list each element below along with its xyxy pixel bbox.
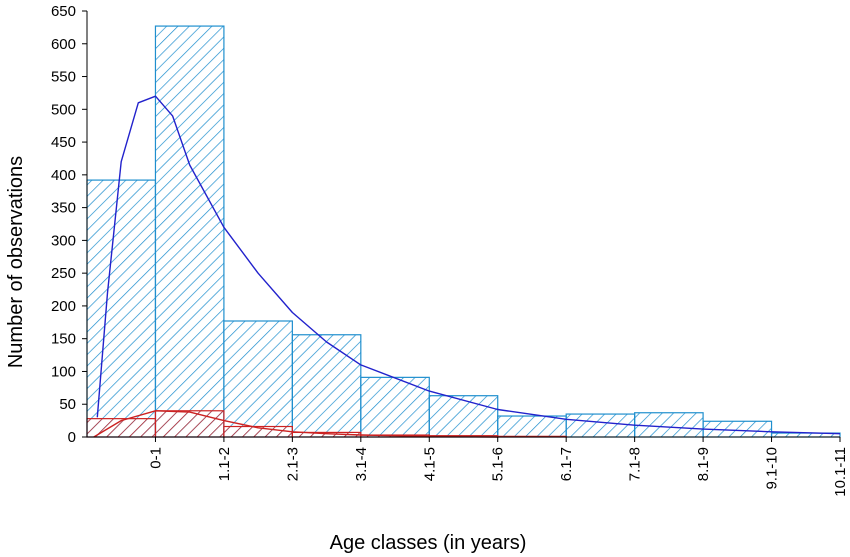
x-tick-label: 5.1-6 <box>490 447 507 481</box>
bar-s1-2 <box>223 320 293 438</box>
x-axis-title: Age classes (in years) <box>330 532 527 554</box>
bars-series-2 <box>86 410 567 438</box>
fit-curves <box>93 95 841 438</box>
x-tick-label: 1.1-2 <box>216 447 233 481</box>
y-tick-label: 350 <box>51 200 76 217</box>
y-tick-label: 600 <box>51 36 76 53</box>
x-tick-label: 6.1-7 <box>558 447 575 481</box>
y-tick-label: 650 <box>51 3 76 20</box>
y-tick-label: 550 <box>51 69 76 86</box>
y-tick-label: 100 <box>51 363 76 380</box>
fit-curve-2 <box>93 410 498 438</box>
y-tick-label: 450 <box>51 134 76 151</box>
y-tick-label: 150 <box>51 331 76 348</box>
x-tick-label: 10.1-11 <box>832 447 849 497</box>
bar-s1-5 <box>428 395 499 438</box>
bar-s1-4 <box>360 376 430 438</box>
y-tick-label: 50 <box>59 396 76 413</box>
y-tick-label: 500 <box>51 101 76 118</box>
bar-s1-8 <box>634 412 704 438</box>
x-tick-label: 3.1-4 <box>353 447 370 481</box>
fit-curve-1 <box>96 95 841 435</box>
y-axis-title: Number of observations <box>5 156 27 368</box>
bar-s1-6 <box>497 415 567 438</box>
bar-s1-7 <box>565 413 636 438</box>
x-tick-label: 2.1-3 <box>284 447 301 481</box>
x-tick-label: 4.1-5 <box>421 447 438 481</box>
bar-s2-1 <box>154 410 225 438</box>
x-tick-label: 0-1 <box>147 447 164 469</box>
x-tick-label: 8.1-9 <box>695 447 712 481</box>
x-tick-label: 9.1-10 <box>764 447 781 490</box>
x-axis-ticks: 0-1 1.1-2 2.1-3 3.1-4 4.1-5 5.1-6 6.1-7 7.1-8 8.… <box>147 437 849 497</box>
bar-s1-0 <box>86 179 157 438</box>
y-tick-label: 200 <box>51 298 76 315</box>
y-tick-label: 250 <box>51 265 76 282</box>
y-axis-ticks: 0 50 100 150 200 250 300 350 400 450 500 550 600 650 <box>51 3 87 446</box>
bars-series-1 <box>86 25 841 438</box>
y-tick-label: 0 <box>68 429 76 446</box>
x-tick-label: 7.1-8 <box>627 447 644 481</box>
bar-s1-3 <box>291 334 362 438</box>
y-tick-label: 400 <box>51 167 76 184</box>
bar-s1-1 <box>154 25 225 438</box>
y-tick-label: 300 <box>51 232 76 249</box>
